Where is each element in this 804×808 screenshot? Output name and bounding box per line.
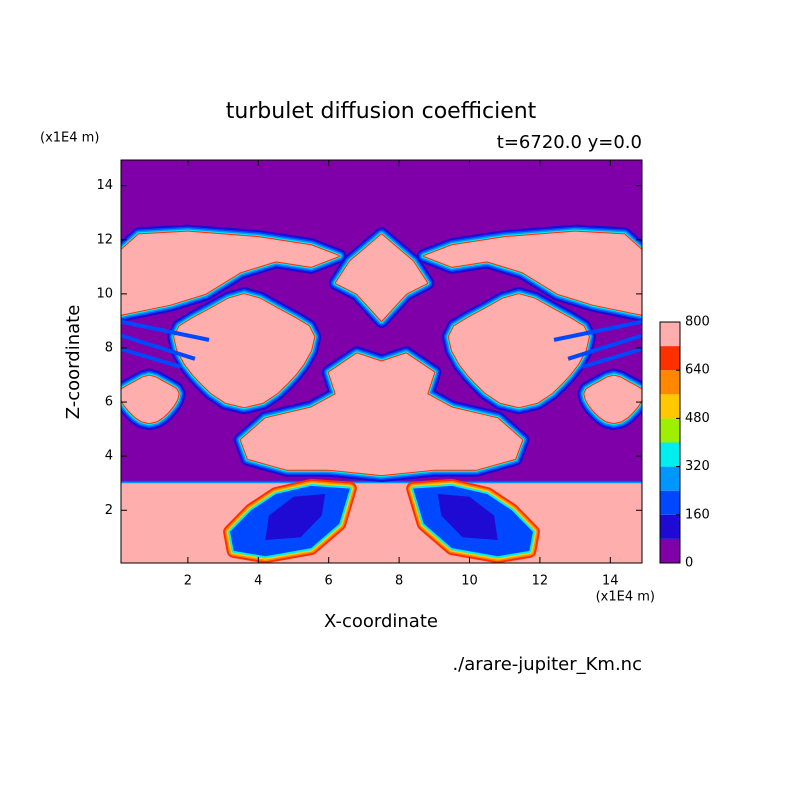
y-tick-label: 4 bbox=[105, 449, 113, 464]
contour-region bbox=[448, 294, 589, 408]
contour-band bbox=[334, 233, 429, 322]
colorbar-band bbox=[660, 442, 680, 467]
x-tick-label: 4 bbox=[254, 574, 262, 589]
colorbar-band bbox=[660, 466, 680, 491]
colorbar-band bbox=[660, 370, 680, 395]
colorbar-tick-label: 160 bbox=[685, 507, 710, 522]
x-axis-label: X-coordinate bbox=[324, 611, 438, 632]
x-tick-label: 8 bbox=[395, 574, 403, 589]
colorbar-band bbox=[660, 538, 680, 563]
source-file: ./arare-jupiter_Km.nc bbox=[452, 654, 642, 675]
contour-region bbox=[335, 234, 428, 321]
contour-band bbox=[121, 346, 182, 369]
x-unit: (x1E4 m) bbox=[596, 590, 655, 605]
colorbar-band bbox=[660, 490, 680, 515]
y-tick-label: 12 bbox=[96, 232, 113, 247]
contour-field bbox=[121, 160, 642, 563]
colorbar-tick-label: 480 bbox=[685, 411, 710, 426]
contour-band bbox=[121, 333, 196, 361]
x-tick-label: 10 bbox=[461, 574, 478, 589]
x-tick-label: 14 bbox=[602, 574, 619, 589]
x-tick-label: 6 bbox=[325, 574, 333, 589]
colorbar-band bbox=[660, 322, 680, 347]
contour-region bbox=[174, 294, 315, 408]
contour-region bbox=[265, 494, 326, 541]
contour-region bbox=[584, 375, 642, 424]
colorbar-band bbox=[660, 418, 680, 443]
y-axis-label: Z-coordinate bbox=[63, 305, 84, 420]
y-tick-label: 6 bbox=[105, 395, 113, 410]
x-tick-label: 2 bbox=[184, 574, 192, 589]
y-tick-label: 14 bbox=[96, 178, 113, 193]
chart-subtitle: t=6720.0 y=0.0 bbox=[497, 132, 642, 153]
x-tick-label: 12 bbox=[532, 574, 549, 589]
colorbar-tick-label: 640 bbox=[685, 363, 710, 378]
contour-band bbox=[567, 333, 642, 361]
contour-band bbox=[581, 346, 642, 369]
y-tick-label: 2 bbox=[105, 503, 113, 518]
colorbar-frame bbox=[659, 321, 681, 564]
colorbar-tick-label: 320 bbox=[685, 459, 710, 474]
contour-region bbox=[240, 353, 523, 476]
colorbar-band bbox=[660, 346, 680, 371]
colorbar-tick-label: 0 bbox=[685, 556, 693, 571]
contour-region bbox=[423, 231, 642, 315]
colorbar-tick-label: 800 bbox=[685, 315, 710, 330]
plot-frame bbox=[120, 159, 643, 564]
contour-band bbox=[553, 319, 642, 342]
colorbar-band bbox=[660, 514, 680, 539]
y-tick-label: 10 bbox=[96, 286, 113, 301]
contour-region bbox=[121, 231, 340, 315]
axes: 2 4 6 8 10 12 14 2 4 6 8 10 12 14 0 160 320 480 640 800 bbox=[96, 159, 710, 589]
contour-region bbox=[121, 375, 179, 424]
y-unit: (x1E4 m) bbox=[40, 131, 99, 146]
contour-region bbox=[437, 494, 498, 541]
contour-band bbox=[121, 319, 210, 342]
chart-title: turbulet diffusion coefficient bbox=[226, 99, 537, 124]
y-tick-label: 8 bbox=[105, 340, 113, 355]
colorbar-band bbox=[660, 394, 680, 419]
